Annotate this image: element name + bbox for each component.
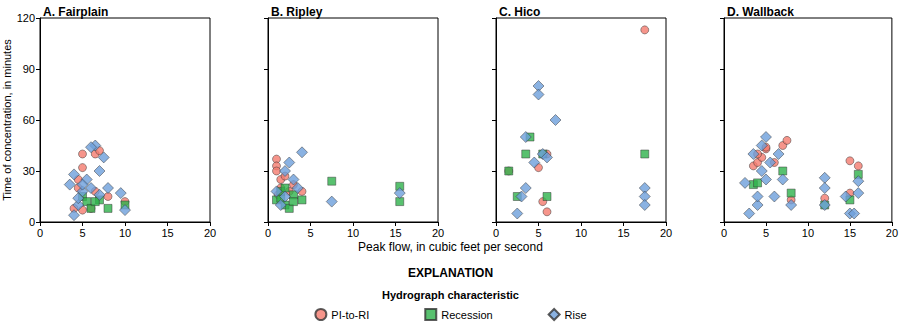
svg-text:20: 20 xyxy=(886,227,898,239)
svg-text:5: 5 xyxy=(79,227,85,239)
svg-text:A. Fairplain: A. Fairplain xyxy=(43,5,108,19)
svg-text:B. Ripley: B. Ripley xyxy=(271,5,323,19)
svg-text:0: 0 xyxy=(265,227,271,239)
svg-text:EXPLANATION: EXPLANATION xyxy=(408,266,493,280)
svg-text:Rise: Rise xyxy=(565,309,587,321)
svg-text:Recession: Recession xyxy=(441,309,492,321)
svg-text:0: 0 xyxy=(37,227,43,239)
svg-text:10: 10 xyxy=(119,227,131,239)
svg-text:20: 20 xyxy=(432,227,444,239)
svg-text:20: 20 xyxy=(660,227,672,239)
svg-text:5: 5 xyxy=(307,227,313,239)
svg-text:10: 10 xyxy=(575,227,587,239)
svg-text:120: 120 xyxy=(17,12,35,24)
svg-text:0: 0 xyxy=(493,227,499,239)
svg-text:Hydrograph characteristic: Hydrograph characteristic xyxy=(382,289,519,301)
svg-text:15: 15 xyxy=(617,227,629,239)
svg-text:Time of concentration, in minu: Time of concentration, in minutes xyxy=(1,39,13,201)
svg-text:C. Hico: C. Hico xyxy=(499,5,540,19)
svg-text:90: 90 xyxy=(23,63,35,75)
svg-text:15: 15 xyxy=(161,227,173,239)
svg-text:60: 60 xyxy=(23,114,35,126)
svg-text:0: 0 xyxy=(721,227,727,239)
svg-text:0: 0 xyxy=(29,216,35,228)
svg-text:15: 15 xyxy=(844,227,856,239)
svg-text:PI-to-RI: PI-to-RI xyxy=(331,309,369,321)
svg-text:5: 5 xyxy=(535,227,541,239)
svg-text:30: 30 xyxy=(23,165,35,177)
svg-text:15: 15 xyxy=(389,227,401,239)
svg-text:D. Wallback: D. Wallback xyxy=(727,5,794,19)
svg-text:10: 10 xyxy=(802,227,814,239)
svg-text:Peak flow, in cubic feet per s: Peak flow, in cubic feet per second xyxy=(358,240,543,254)
svg-text:5: 5 xyxy=(763,227,769,239)
svg-text:20: 20 xyxy=(204,227,216,239)
svg-text:10: 10 xyxy=(347,227,359,239)
